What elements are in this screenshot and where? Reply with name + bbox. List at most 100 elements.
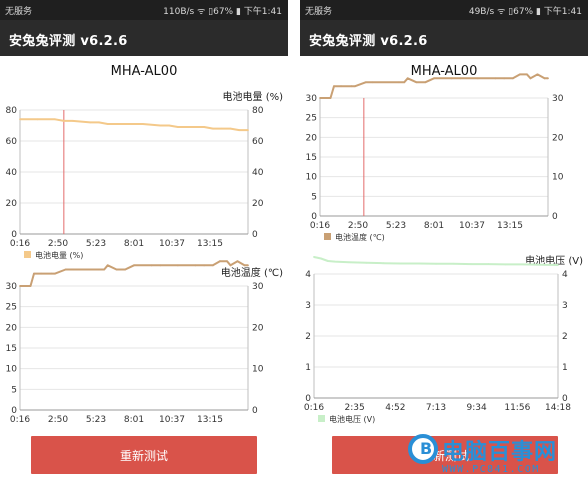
device-name: MHA-AL00 [410, 64, 478, 79]
data-point [71, 119, 74, 122]
y-tick-label: 1 [305, 363, 311, 373]
data-point [320, 257, 322, 260]
data-point [229, 264, 232, 267]
app-title-bar: 安兔兔评测 v6.2.6 [0, 20, 288, 56]
data-point [98, 268, 100, 271]
retest-button[interactable]: 重新测试 [332, 436, 558, 474]
data-point [406, 77, 409, 80]
data-point [494, 77, 497, 80]
y-tick-label: 15 [6, 344, 17, 354]
watermark-logo-letter: B [420, 439, 433, 458]
data-point [247, 264, 249, 267]
x-tick-label: 2:50 [348, 221, 368, 231]
y-tick-label: 0 [11, 230, 17, 240]
data-point [89, 121, 92, 124]
data-point [347, 261, 350, 264]
device-name: MHA-AL00 [110, 64, 178, 79]
data-point [40, 272, 42, 275]
data-point [529, 77, 532, 80]
data-point [415, 81, 418, 84]
battery-level-chart: 电池电量 (%) 0 20 40 60 80 0 20 40 60 80 0:16 2:50 5:23 8:… [6, 90, 284, 260]
data-point [435, 262, 437, 265]
y-tick-label: 2 [305, 332, 311, 342]
data-point [371, 81, 374, 84]
x-tick-label: 2:50 [48, 239, 68, 249]
data-point [350, 85, 353, 88]
x-tick-label: 9:34 [467, 403, 487, 413]
retest-button[interactable]: 重新测试 [31, 436, 257, 474]
y-tick-label: 30 [6, 282, 18, 292]
data-point [364, 81, 367, 84]
data-point [398, 81, 400, 84]
y-tick-label-right: 3 [562, 301, 568, 311]
x-tick-label: 0:16 [310, 221, 330, 231]
y-tick-label: 0 [305, 394, 311, 404]
phone-screen-right: 无服务 49B/s ᯤ ▯67% ▮ 下午1:41 安兔兔评测 v6.2.6 M… [300, 0, 588, 484]
y-tick-label: 4 [305, 270, 311, 280]
data-point [403, 81, 406, 84]
data-point [159, 124, 162, 127]
watermark-url: WWW.PC841.COM [442, 464, 540, 475]
y-tick-label: 3 [305, 301, 311, 311]
status-right-indicators: 49B/s ᯤ ▯67% ▮ 下午1:41 [468, 7, 582, 17]
y-tick-label: 40 [6, 168, 18, 178]
y-tick-label: 5 [311, 192, 317, 202]
data-point [543, 77, 546, 80]
data-point [19, 285, 21, 287]
y-tick-label-right: 1 [562, 363, 568, 373]
data-point [503, 77, 506, 80]
x-tick-label: 10:37 [159, 239, 185, 249]
data-point [512, 77, 514, 80]
data-point [176, 126, 179, 128]
data-point [226, 260, 228, 263]
data-point [194, 264, 197, 267]
y-tick-label-right: 30 [552, 94, 564, 104]
battery-voltage-chart: 电池电压 (V) 0 1 2 3 4 0 1 2 3 4 0:16 2:35 4:52 7:13 9:34 11… [304, 254, 583, 424]
data-point [54, 118, 56, 121]
y-tick-label: 25 [6, 303, 17, 313]
data-point [219, 260, 221, 263]
data-point [417, 262, 420, 265]
y-tick-label: 10 [306, 173, 318, 183]
y-tick-label: 25 [306, 114, 317, 124]
y-tick-label: 20 [6, 323, 18, 333]
site-watermark: B 电脑百事网 WWW.PC841.COM [402, 430, 588, 484]
chart-title: 电池电量 (%) [223, 90, 284, 103]
app-title: 安兔兔评测 v6.2.6 [9, 34, 128, 49]
data-point [333, 85, 335, 88]
y-tick-label: 10 [6, 365, 18, 375]
data-point [522, 263, 525, 266]
data-point [340, 85, 342, 88]
data-point [168, 124, 170, 127]
data-point [36, 118, 39, 121]
y-tick-label-right: 0 [552, 212, 558, 222]
data-point [194, 126, 197, 128]
status-right-indicators: 110B/s ᯤ ▯67% ▮ 下午1:41 [163, 7, 282, 17]
y-tick-label-right: 0 [252, 230, 258, 240]
x-tick-label: 8:01 [424, 221, 444, 231]
x-tick-label: 13:15 [497, 221, 523, 231]
y-tick-label: 80 [6, 106, 18, 116]
x-tick-label: 14:18 [545, 403, 571, 413]
legend-label: 电池电量 (%) [35, 250, 83, 260]
x-tick-label: 4:52 [385, 403, 405, 413]
data-point [64, 268, 67, 271]
data-point [212, 127, 214, 130]
y-tick-label-right: 20 [252, 323, 264, 333]
data-point [400, 262, 403, 265]
data-point [106, 264, 109, 267]
x-tick-label: 0:16 [10, 415, 30, 425]
y-tick-label-right: 60 [252, 137, 264, 147]
legend-label: 电池电压 (V) [329, 414, 375, 424]
data-point [327, 260, 329, 262]
app-title: 安兔兔评测 v6.2.6 [309, 34, 428, 49]
y-tick-label-right: 10 [552, 173, 564, 183]
y-tick-label: 30 [306, 94, 318, 104]
phone-screen-left: 无服务 110B/s ᯤ ▯67% ▮ 下午1:41 安兔兔评测 v6.2.6 … [0, 0, 288, 484]
data-point [450, 77, 453, 80]
y-tick-label: 5 [11, 385, 17, 395]
data-point [124, 268, 127, 271]
y-tick-label-right: 80 [252, 106, 264, 116]
x-tick-label: 10:37 [159, 415, 185, 425]
data-point [382, 262, 385, 265]
